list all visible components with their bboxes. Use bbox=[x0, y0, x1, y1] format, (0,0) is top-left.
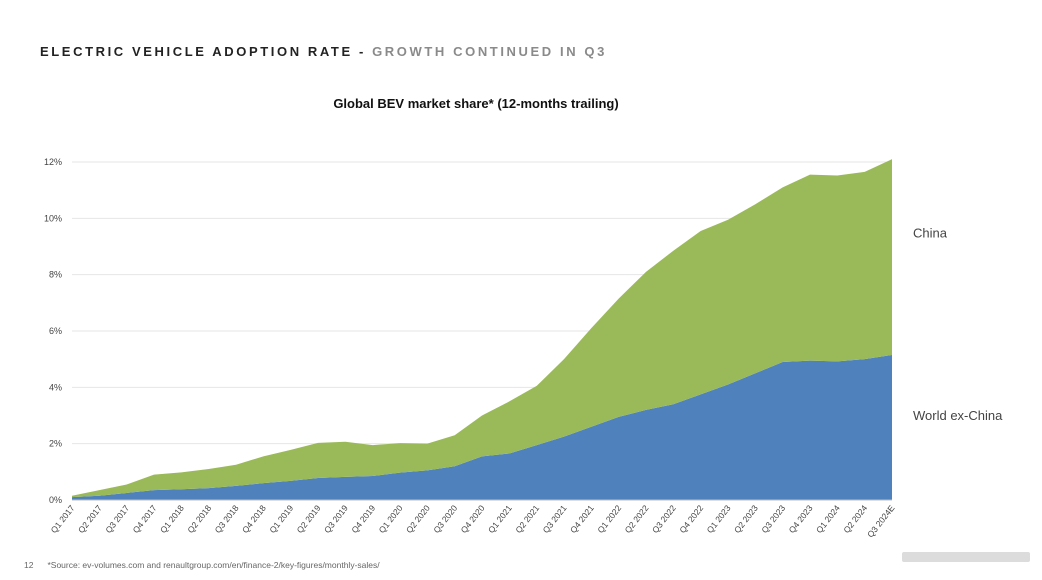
x-tick-label: Q3 2021 bbox=[541, 503, 569, 535]
x-tick-label: Q4 2020 bbox=[459, 503, 487, 535]
series-labels: China World ex-China bbox=[913, 226, 1003, 423]
x-tick-label: Q3 2017 bbox=[103, 503, 131, 535]
x-tick-label: Q1 2017 bbox=[49, 503, 77, 535]
x-tick-label: Q3 2024E bbox=[865, 503, 897, 540]
series-label-world-ex-china: World ex-China bbox=[913, 408, 1003, 423]
x-tick-label: Q2 2022 bbox=[623, 503, 651, 535]
area-series-group bbox=[72, 159, 892, 500]
x-tick-label: Q2 2017 bbox=[76, 503, 104, 535]
y-tick-label: 8% bbox=[49, 270, 62, 280]
y-tick-label: 2% bbox=[49, 439, 62, 449]
area-world-ex-china bbox=[72, 354, 892, 500]
x-tick-label: Q2 2023 bbox=[732, 503, 760, 535]
x-tick-label: Q1 2024 bbox=[814, 503, 842, 535]
y-tick-label: 0% bbox=[49, 495, 62, 505]
slide-header: ELECTRIC VEHICLE ADOPTION RATE - GROWTH … bbox=[40, 44, 607, 59]
header-title: ELECTRIC VEHICLE ADOPTION RATE bbox=[40, 44, 353, 59]
x-tick-label: Q2 2019 bbox=[295, 503, 323, 535]
area-china bbox=[72, 159, 892, 498]
y-tick-label: 10% bbox=[44, 213, 62, 223]
x-tick-label: Q3 2022 bbox=[650, 503, 678, 535]
x-tick-labels: Q1 2017 Q2 2017 Q3 2017 Q4 2017 Q1 2018 Q2 20… bbox=[49, 503, 897, 540]
source-note: *Source: ev-volumes.com and renaultgroup… bbox=[47, 560, 380, 570]
y-tick-label: 12% bbox=[44, 157, 62, 167]
x-tick-label: Q3 2019 bbox=[322, 503, 350, 535]
x-tick-label: Q3 2018 bbox=[213, 503, 241, 535]
header-subtitle: GROWTH CONTINUED IN Q3 bbox=[372, 44, 607, 59]
brand-logo-icon bbox=[902, 552, 1030, 562]
slide-footer: 12 *Source: ev-volumes.com and renaultgro… bbox=[24, 560, 380, 570]
x-tick-label: Q4 2018 bbox=[240, 503, 268, 535]
x-tick-label: Q4 2017 bbox=[131, 503, 159, 535]
x-tick-label: Q1 2021 bbox=[486, 503, 514, 535]
x-tick-label: Q1 2022 bbox=[595, 503, 623, 535]
x-tick-label: Q3 2020 bbox=[431, 503, 459, 535]
chart-title: Global BEV market share* (12-months trai… bbox=[333, 96, 619, 111]
series-label-china: China bbox=[913, 226, 948, 241]
header-separator: - bbox=[352, 44, 373, 59]
x-tick-label: Q3 2023 bbox=[759, 503, 787, 535]
x-tick-label: Q1 2018 bbox=[158, 503, 186, 535]
x-tick-label: Q2 2024 bbox=[841, 503, 869, 535]
x-tick-label: Q1 2020 bbox=[377, 503, 405, 535]
x-tick-label: Q1 2023 bbox=[705, 503, 733, 535]
y-tick-labels: 0% 2% 4% 6% 8% 10% 12% bbox=[44, 157, 62, 505]
x-tick-label: Q2 2018 bbox=[185, 503, 213, 535]
y-tick-label: 4% bbox=[49, 382, 62, 392]
y-tick-label: 6% bbox=[49, 326, 62, 336]
x-tick-label: Q1 2019 bbox=[267, 503, 295, 535]
x-tick-label: Q4 2022 bbox=[677, 503, 705, 535]
x-tick-label: Q4 2019 bbox=[349, 503, 377, 535]
x-tick-label: Q4 2023 bbox=[787, 503, 815, 535]
x-tick-label: Q2 2020 bbox=[404, 503, 432, 535]
x-tick-label: Q4 2021 bbox=[568, 503, 596, 535]
page-number: 12 bbox=[24, 560, 34, 570]
x-tick-label: Q2 2021 bbox=[513, 503, 541, 535]
